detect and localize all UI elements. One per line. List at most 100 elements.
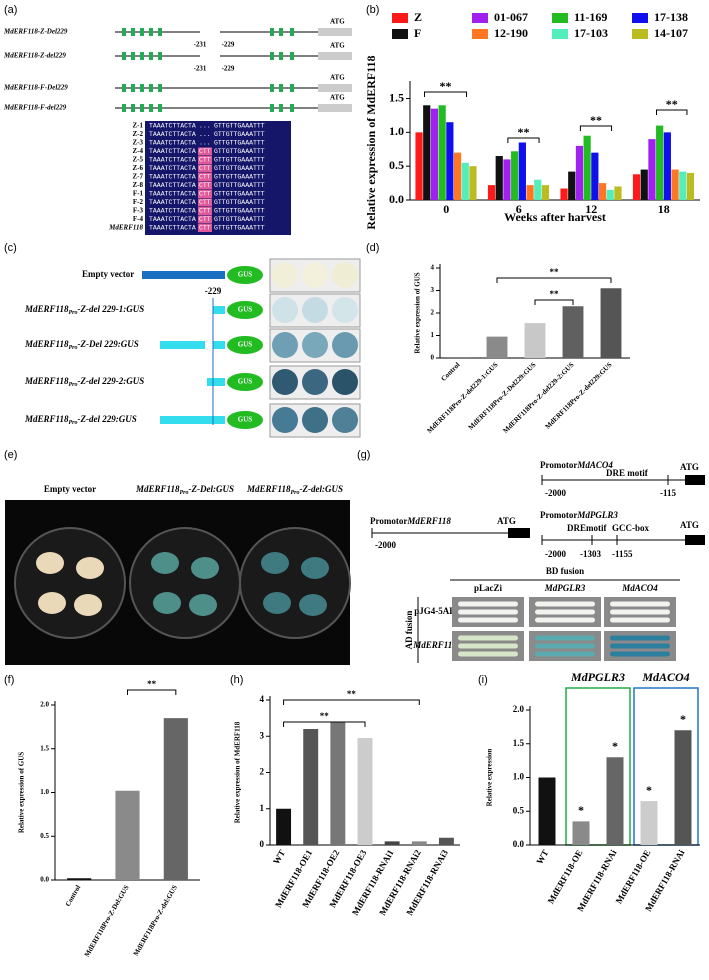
legend-label: 01-067 bbox=[494, 10, 528, 24]
motif-box bbox=[122, 52, 126, 60]
y-tick-label: 1.0 bbox=[40, 788, 49, 796]
panel-label: (b) bbox=[366, 4, 379, 16]
sequence-label: Z-7 bbox=[133, 173, 144, 181]
gene-label: MdERF118-F-del229 bbox=[3, 104, 67, 112]
sequence-label: Z-2 bbox=[133, 130, 144, 138]
position-label: -2000 bbox=[375, 540, 396, 550]
sequence-right: GTTGTTGAAATTT bbox=[214, 157, 265, 164]
x-tick-label: MdERF118Pro-Z-del229:GUS bbox=[544, 361, 614, 431]
colony-streak bbox=[535, 643, 595, 649]
motif-box bbox=[149, 104, 153, 112]
row-label: MdERF118 bbox=[412, 640, 457, 650]
gene-label: MdERF118-F-Del229 bbox=[3, 84, 68, 92]
bar bbox=[568, 171, 576, 200]
callus bbox=[38, 592, 66, 614]
x-tick-label: Control bbox=[439, 361, 461, 383]
motif-box bbox=[279, 104, 283, 112]
position-label: -2000 bbox=[545, 488, 566, 498]
plate-well bbox=[332, 407, 358, 433]
y-tick-label: 1 bbox=[431, 331, 435, 339]
atg-label: ATG bbox=[330, 42, 345, 50]
position-label: -2000 bbox=[545, 549, 566, 559]
site-label: -231 bbox=[194, 41, 207, 49]
colony-streak bbox=[610, 617, 670, 623]
motif-box bbox=[140, 104, 144, 112]
bar bbox=[469, 166, 477, 200]
significance-bracket bbox=[656, 109, 688, 115]
label-gene: MdERF118 bbox=[135, 484, 180, 494]
significance-mark: ** bbox=[666, 97, 678, 111]
group-label: MdACO4 bbox=[641, 670, 689, 684]
bar bbox=[518, 142, 526, 200]
x-tick-label: WT bbox=[534, 848, 550, 866]
bar bbox=[276, 808, 292, 845]
sequence-mid: CTT bbox=[199, 165, 211, 172]
gus-label: GUS bbox=[238, 306, 253, 314]
label-sub: Pro bbox=[69, 382, 78, 388]
motif-box bbox=[290, 28, 294, 36]
promoter-gene: MdACO4 bbox=[576, 460, 613, 470]
sequence-left: TAAATCTTACTA bbox=[149, 148, 196, 155]
plate-well bbox=[302, 297, 328, 323]
colony-streak bbox=[535, 601, 595, 607]
sequence-right: GTTGTTGAAATTT bbox=[214, 148, 265, 155]
construct-label: MdERF118Pro-Z-del 229-2:GUS bbox=[24, 376, 144, 388]
label-sub: Pro bbox=[69, 345, 78, 351]
colony-streak bbox=[535, 609, 595, 615]
vector-bar bbox=[142, 271, 225, 279]
sequence-label: MdERF118 bbox=[108, 224, 143, 232]
legend-label: 17-103 bbox=[574, 26, 608, 40]
y-axis-label: Relative expression bbox=[486, 749, 494, 807]
atg-box bbox=[318, 28, 352, 36]
legend-label: 12-190 bbox=[494, 26, 528, 40]
variant-highlight bbox=[198, 198, 212, 207]
sequence-left: TAAATCTTACTA bbox=[149, 191, 196, 198]
motif-box bbox=[149, 52, 153, 60]
motif-box bbox=[158, 84, 162, 92]
promoter-bar bbox=[213, 341, 225, 349]
motif-box bbox=[149, 84, 153, 92]
gus-label: GUS bbox=[238, 341, 253, 349]
sequence-mid: CTT bbox=[199, 182, 211, 189]
atg-box bbox=[318, 52, 352, 60]
plate-well bbox=[302, 407, 328, 433]
label-rest: -Z-Del 229:GUS bbox=[78, 339, 139, 349]
plate-well bbox=[272, 262, 298, 288]
sequence-right: GTTGTTGAAATTT bbox=[214, 165, 265, 172]
colony-streak bbox=[458, 617, 518, 623]
panel-label: (e) bbox=[4, 449, 17, 461]
promoter-bar bbox=[207, 378, 225, 386]
label-gene: MdERF118 bbox=[246, 484, 291, 494]
atg-box bbox=[685, 535, 705, 545]
motif-box bbox=[279, 52, 283, 60]
bar bbox=[411, 841, 427, 845]
y-tick-label: 0.0 bbox=[389, 192, 404, 206]
y-tick-label: 0.5 bbox=[389, 158, 404, 172]
significance-bracket bbox=[507, 137, 540, 143]
significance-mark: ** bbox=[347, 689, 357, 699]
variant-highlight bbox=[198, 147, 212, 156]
panel-label: (a) bbox=[4, 4, 17, 16]
y-tick-label: 3 bbox=[431, 286, 435, 294]
significance-mark: ** bbox=[550, 289, 560, 299]
bar bbox=[600, 288, 622, 358]
plate-well bbox=[272, 297, 298, 323]
group-label: MdPGLR3 bbox=[570, 670, 625, 684]
construct-label: MdERF118Pro-Z-Del:GUS bbox=[135, 484, 234, 496]
colony-streak bbox=[458, 643, 518, 649]
bar bbox=[632, 174, 641, 200]
sequence-mid: CTT bbox=[199, 225, 211, 232]
label-text: Empty vector bbox=[44, 484, 96, 494]
atg-label: ATG bbox=[497, 516, 516, 526]
gus-oval bbox=[227, 266, 263, 284]
colony-streak bbox=[610, 643, 670, 649]
site-label: -231 bbox=[194, 65, 207, 73]
plate-well bbox=[272, 407, 298, 433]
atg-label: ATG bbox=[680, 462, 699, 472]
promoter-label: PromotorMdERF118 bbox=[370, 516, 451, 526]
motif-label: GCC-box bbox=[612, 523, 650, 533]
motif-box bbox=[158, 28, 162, 36]
bar bbox=[303, 729, 319, 845]
sequence-right: GTTGTTGAAATTT bbox=[214, 131, 265, 138]
sequence-label: F-2 bbox=[133, 198, 144, 206]
